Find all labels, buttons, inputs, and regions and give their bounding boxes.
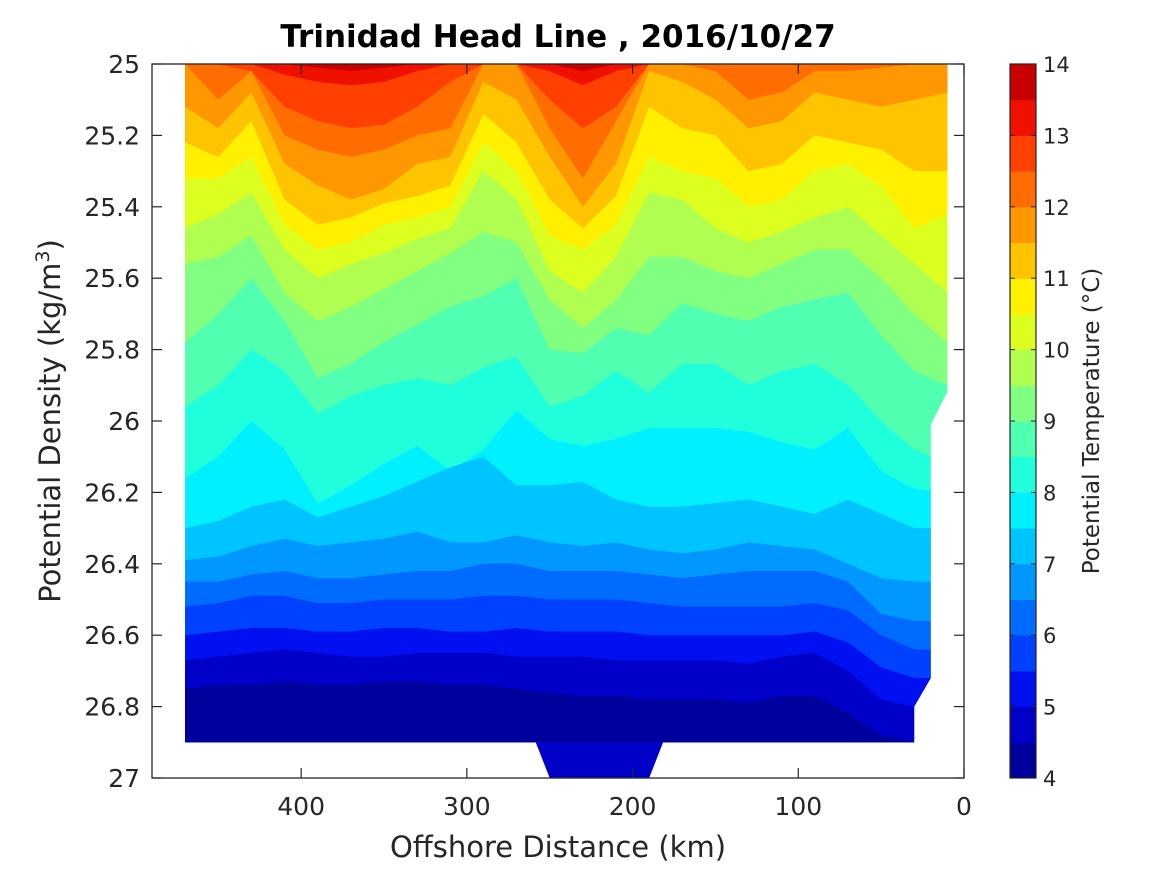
colorbar-segment: [1010, 278, 1036, 315]
y-tick-label: 26.8: [84, 693, 140, 722]
y-axis-label-suffix: ): [33, 239, 67, 250]
colorbar-segment: [1010, 421, 1036, 458]
y-tick-label: 27: [108, 764, 140, 793]
colorbar-tick-label: 6: [1043, 624, 1056, 648]
y-axis-label-superscript: 3: [32, 250, 54, 262]
colorbar-tick-label: 8: [1043, 481, 1056, 505]
colorbar-segment: [1010, 742, 1036, 779]
chart-title: Trinidad Head Line , 2016/10/27: [280, 19, 835, 55]
colorbar-tick-label: 12: [1043, 196, 1070, 220]
colorbar-segment: [1010, 135, 1036, 172]
y-axis-ticks: 25 25.2 25.4 25.6 25.8 26 26.2 26.4 26.6 26.8 27: [84, 50, 964, 793]
colorbar-segment: [1010, 599, 1036, 636]
y-tick-label: 26.4: [84, 550, 140, 579]
colorbar-tick-label: 11: [1043, 267, 1070, 291]
x-tick-label: 400: [277, 792, 325, 821]
colorbar-segment: [1010, 492, 1036, 529]
colorbar-segment: [1010, 456, 1036, 493]
colorbar-segment: [1010, 706, 1036, 743]
y-tick-label: 25.4: [84, 193, 140, 222]
x-axis-ticks: 400 300 200 100 0: [277, 64, 972, 821]
colorbar-segment: [1010, 171, 1036, 208]
y-tick-label: 25.2: [84, 121, 140, 150]
colorbar-tick-label: 5: [1043, 696, 1056, 720]
colorbar-tick-label: 7: [1043, 553, 1056, 577]
contour-deep-pocket: [535, 742, 664, 778]
y-tick-label: 25.6: [84, 264, 140, 293]
colorbar-segment: [1010, 670, 1036, 708]
x-tick-label: 0: [956, 792, 972, 821]
colorbar-label: Potential Temperature (°C): [1079, 268, 1105, 575]
colorbar-segment: [1010, 242, 1036, 279]
contour-band-4.5: [185, 681, 948, 743]
y-axis-label: Potential Density (kg/m3): [32, 239, 67, 603]
colorbar-segment: [1010, 349, 1036, 386]
colorbar-segment: [1010, 635, 1036, 672]
colorbar-segment: [1010, 385, 1036, 422]
no-data-mask: [914, 385, 964, 778]
y-tick-label: 26: [108, 407, 140, 436]
colorbar-segment: [1010, 64, 1036, 101]
x-tick-label: 200: [609, 792, 657, 821]
colorbar-segment: [1010, 206, 1036, 243]
y-axis-label-main: Potential Density (kg/m: [33, 263, 67, 603]
y-tick-label: 26.2: [84, 478, 140, 507]
colorbar-tick-label: 14: [1043, 53, 1070, 77]
colorbar-ticks: 4 5 6 7 8 9 10 11 12 13 14: [1010, 53, 1070, 791]
colorbar-segment: [1010, 528, 1036, 565]
x-axis-label: Offshore Distance (km): [390, 830, 726, 864]
colorbar-tick-label: 10: [1043, 339, 1070, 363]
y-tick-label: 25: [108, 50, 140, 79]
colorbar-tick-label: 13: [1043, 124, 1070, 148]
colorbar-segment: [1010, 99, 1036, 136]
colorbar-tick-label: 4: [1043, 767, 1056, 791]
colorbar-segment: [1010, 563, 1036, 600]
y-tick-label: 25.8: [84, 336, 140, 365]
colorbar-tick-label: 9: [1043, 410, 1056, 434]
colorbar: [1010, 64, 1036, 779]
x-tick-label: 300: [443, 792, 491, 821]
contour-fill-layer: [185, 64, 964, 778]
x-tick-label: 100: [774, 792, 822, 821]
colorbar-segment: [1010, 313, 1036, 351]
y-tick-label: 26.6: [84, 621, 140, 650]
